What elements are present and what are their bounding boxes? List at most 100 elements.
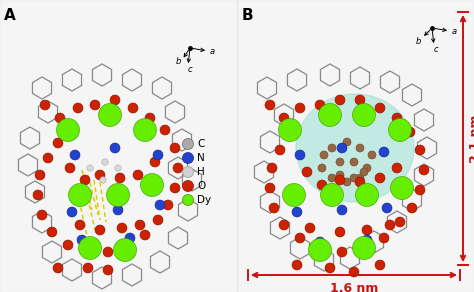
- Circle shape: [182, 180, 193, 192]
- Circle shape: [392, 113, 402, 123]
- Circle shape: [47, 227, 57, 237]
- Circle shape: [335, 175, 345, 185]
- Circle shape: [35, 170, 45, 180]
- Circle shape: [337, 143, 347, 153]
- Circle shape: [319, 103, 341, 126]
- Circle shape: [356, 144, 364, 152]
- Text: 2.1 nm: 2.1 nm: [469, 114, 474, 163]
- Circle shape: [349, 267, 359, 277]
- Circle shape: [134, 119, 156, 142]
- Circle shape: [279, 113, 289, 123]
- Circle shape: [353, 103, 375, 126]
- Circle shape: [392, 163, 402, 173]
- Circle shape: [328, 174, 336, 182]
- Circle shape: [83, 247, 93, 257]
- Circle shape: [110, 95, 120, 105]
- Circle shape: [295, 150, 305, 160]
- Circle shape: [99, 103, 121, 126]
- Circle shape: [135, 220, 145, 230]
- Circle shape: [375, 260, 385, 270]
- Circle shape: [53, 138, 63, 148]
- Circle shape: [163, 200, 173, 210]
- Circle shape: [79, 237, 101, 260]
- Text: 1.6 nm: 1.6 nm: [330, 282, 378, 292]
- Circle shape: [362, 235, 372, 245]
- Circle shape: [73, 103, 83, 113]
- Circle shape: [69, 183, 91, 206]
- Circle shape: [40, 100, 50, 110]
- Circle shape: [150, 157, 160, 167]
- Text: Dy: Dy: [197, 195, 211, 205]
- Circle shape: [267, 163, 277, 173]
- Circle shape: [103, 247, 113, 257]
- Circle shape: [110, 143, 120, 153]
- Bar: [0, 0, 237, 292]
- Circle shape: [337, 205, 347, 215]
- Circle shape: [53, 263, 63, 273]
- Circle shape: [103, 265, 113, 275]
- Circle shape: [385, 220, 395, 230]
- Circle shape: [355, 95, 365, 105]
- Circle shape: [317, 180, 327, 190]
- Circle shape: [363, 164, 371, 172]
- Circle shape: [368, 151, 376, 159]
- Circle shape: [415, 145, 425, 155]
- Circle shape: [359, 243, 369, 253]
- Circle shape: [95, 170, 105, 180]
- Circle shape: [405, 127, 415, 137]
- Circle shape: [315, 100, 325, 110]
- Circle shape: [117, 223, 127, 233]
- Circle shape: [275, 145, 285, 155]
- Bar: [237, 0, 474, 292]
- Circle shape: [95, 225, 105, 235]
- Circle shape: [279, 119, 301, 142]
- Circle shape: [115, 173, 125, 183]
- Circle shape: [362, 225, 372, 235]
- Circle shape: [90, 100, 100, 110]
- Circle shape: [80, 175, 90, 185]
- Circle shape: [115, 165, 121, 171]
- Circle shape: [318, 164, 326, 172]
- Circle shape: [325, 263, 335, 273]
- Circle shape: [56, 119, 80, 142]
- Circle shape: [170, 143, 180, 153]
- Circle shape: [356, 183, 379, 206]
- Circle shape: [350, 158, 358, 166]
- Text: a: a: [210, 46, 215, 55]
- Circle shape: [65, 163, 75, 173]
- Circle shape: [182, 166, 193, 178]
- Circle shape: [123, 240, 133, 250]
- Circle shape: [295, 233, 305, 243]
- Text: c: c: [188, 65, 192, 74]
- Circle shape: [279, 220, 289, 230]
- Circle shape: [145, 113, 155, 123]
- Circle shape: [337, 247, 347, 257]
- Circle shape: [100, 177, 106, 183]
- Circle shape: [379, 147, 389, 157]
- Circle shape: [328, 144, 336, 152]
- Circle shape: [343, 138, 351, 146]
- Text: a: a: [451, 27, 456, 36]
- Circle shape: [113, 239, 137, 262]
- Circle shape: [75, 220, 85, 230]
- Circle shape: [302, 167, 312, 177]
- Circle shape: [125, 233, 135, 243]
- Circle shape: [355, 177, 365, 187]
- Circle shape: [63, 240, 73, 250]
- Circle shape: [335, 95, 345, 105]
- Circle shape: [335, 227, 345, 237]
- Circle shape: [83, 263, 93, 273]
- Text: H: H: [197, 167, 205, 177]
- Circle shape: [292, 260, 302, 270]
- Text: B: B: [242, 8, 254, 23]
- Circle shape: [133, 170, 143, 180]
- Circle shape: [170, 183, 180, 193]
- Circle shape: [375, 173, 385, 183]
- Circle shape: [155, 200, 165, 210]
- Text: c: c: [434, 46, 438, 55]
- Circle shape: [140, 173, 164, 197]
- Circle shape: [336, 158, 344, 166]
- Circle shape: [389, 119, 411, 142]
- Circle shape: [160, 125, 170, 135]
- Circle shape: [375, 103, 385, 113]
